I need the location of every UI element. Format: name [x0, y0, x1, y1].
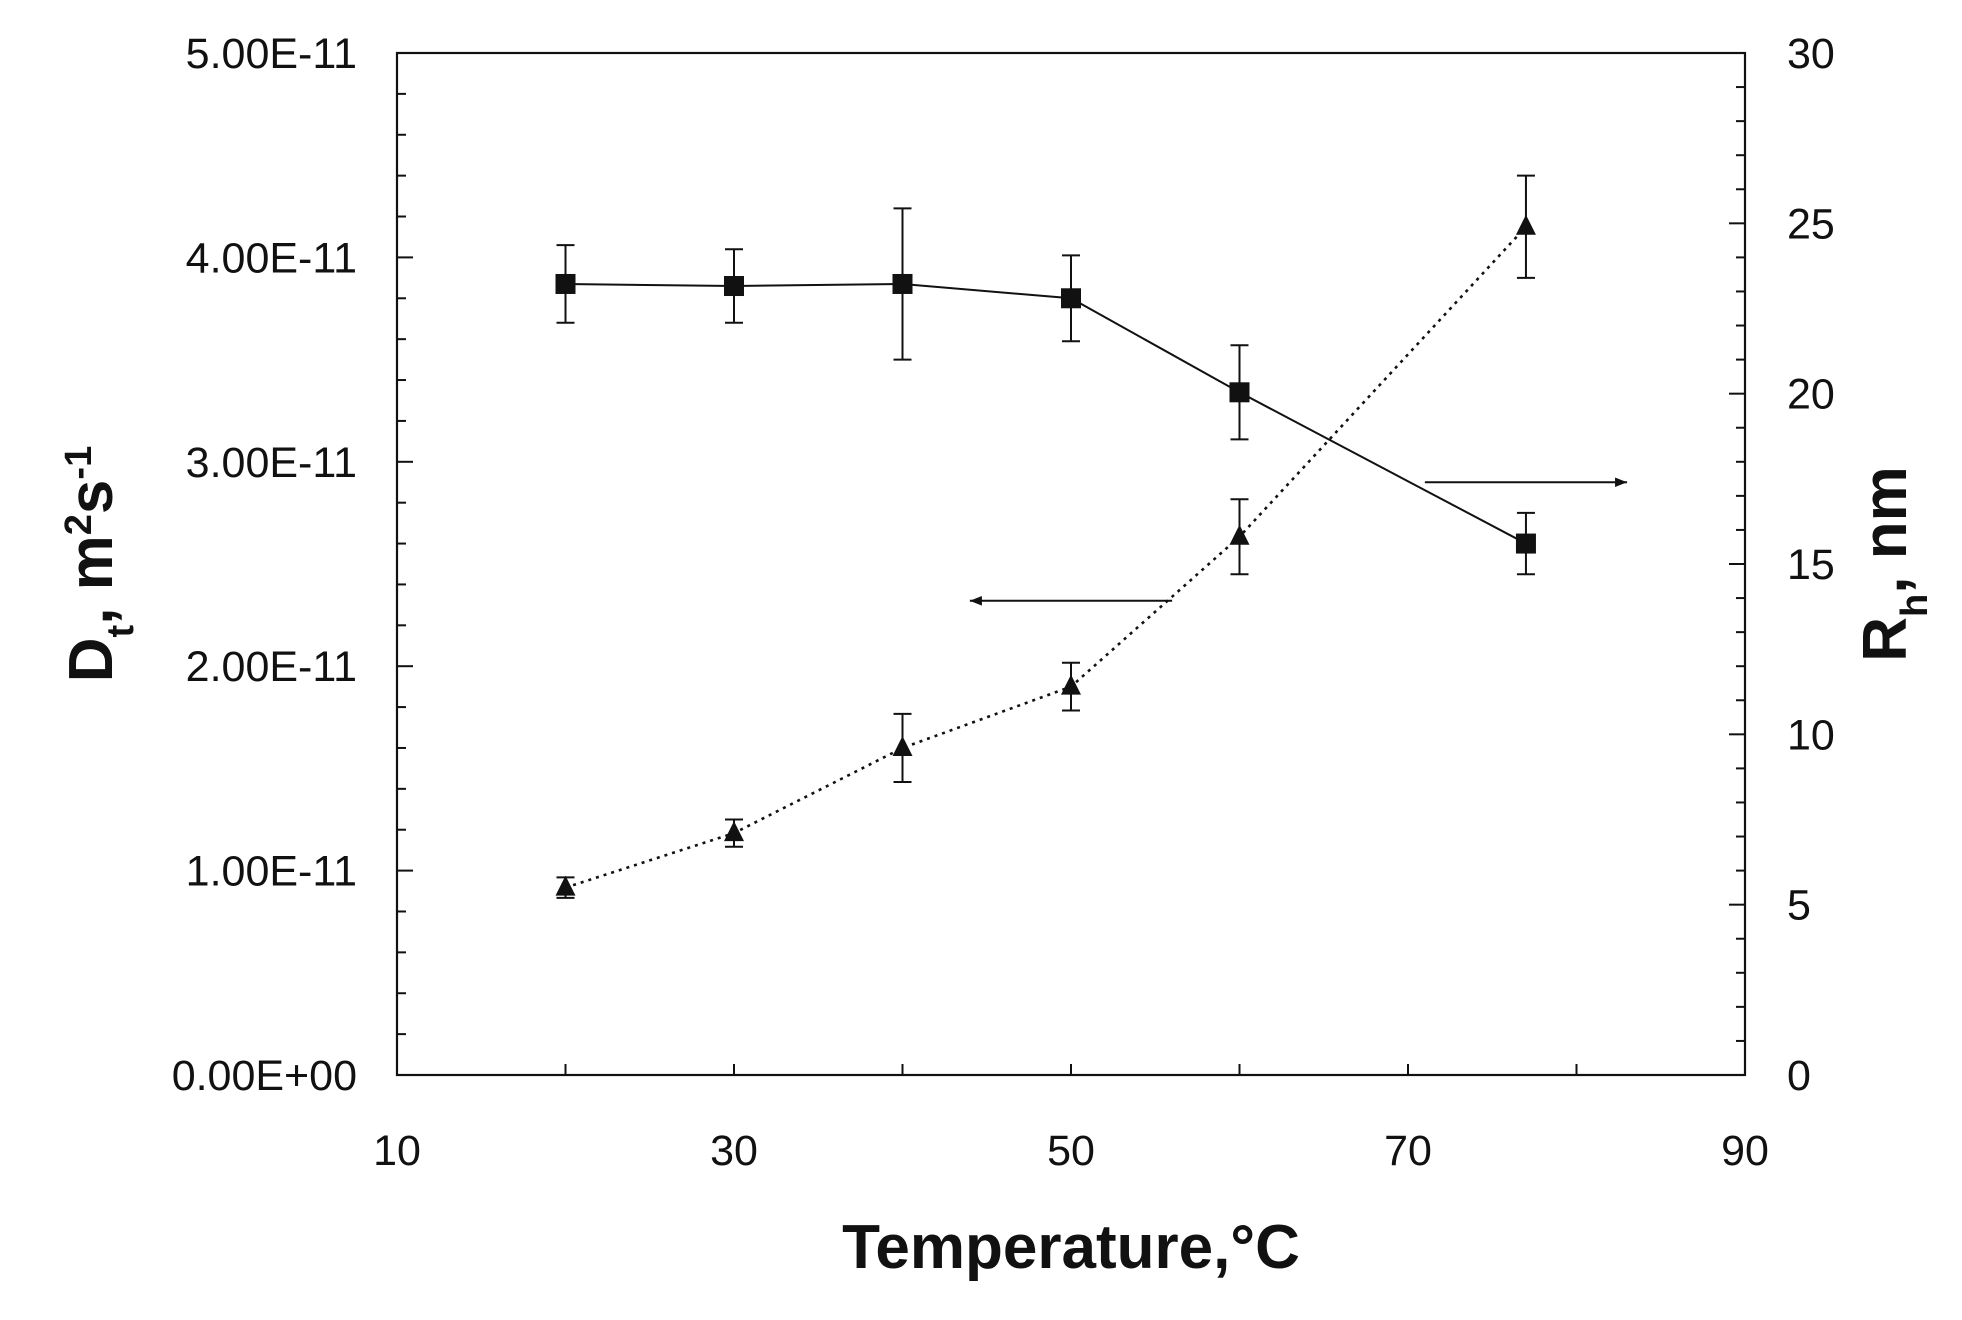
x-tick-label: 30: [710, 1127, 758, 1175]
y-right-tick-label: 15: [1787, 541, 1835, 589]
y-left-title-main: D: [57, 637, 126, 682]
series-line-Dt: [565, 282, 1527, 545]
x-tick-label: 50: [1047, 1127, 1095, 1175]
y-left-tick-label: 1.00E-11: [186, 848, 357, 896]
y-left-tick-label: 5.00E-11: [186, 30, 357, 78]
x-tick-label: 90: [1721, 1127, 1769, 1175]
y-right-title-rest: , nm: [1851, 466, 1920, 593]
y-left-title-rest1: , m: [57, 535, 126, 625]
data-point-Dt: [1515, 533, 1536, 554]
y-left-title-sub: t: [100, 624, 142, 637]
x-axis-ticks: 10 30 50 70 90: [373, 1064, 1769, 1175]
y-right-axis-ticks: 0 5 10 15 20 25 30: [1729, 30, 1835, 1100]
y-right-tick-label: 5: [1787, 882, 1811, 930]
data-point-Rh: [1229, 524, 1250, 545]
data-point-Dt: [1229, 382, 1250, 403]
series-line-Rh: [565, 225, 1527, 889]
data-point-Rh: [724, 821, 744, 842]
y-right-tick-label: 10: [1787, 711, 1835, 759]
x-tick-label: 10: [373, 1127, 421, 1175]
y-right-tick-label: 25: [1787, 200, 1835, 248]
x-tick-label: 70: [1384, 1127, 1432, 1175]
y-left-axis-title: Dt, m2s-1: [57, 446, 142, 682]
y-left-tick-label: 4.00E-11: [186, 234, 357, 282]
x-axis-title: Temperature,°C: [842, 1213, 1300, 1282]
y-left-title-rest2: s: [57, 480, 126, 514]
y-left-tick-label: 0.00E+00: [172, 1052, 357, 1100]
y-right-title-main: R: [1851, 617, 1920, 662]
data-point-Rh: [892, 735, 913, 756]
y-right-tick-label: 20: [1787, 371, 1835, 419]
annotation-arrows: [969, 477, 1628, 606]
data-point-Dt: [724, 276, 744, 297]
y-left-tick-label: 3.00E-11: [186, 439, 357, 487]
y-left-axis-ticks: 0.00E+00 1.00E-11 2.00E-11 3.00E-11 4.00E-11…: [172, 30, 413, 1100]
data-point-Rh: [1515, 214, 1536, 235]
y-right-title-sub: h: [1894, 594, 1936, 617]
series-group: [555, 174, 1536, 899]
y-right-tick-label: 0: [1787, 1052, 1811, 1100]
y-left-title-sup2: -1: [58, 446, 100, 480]
y-right-axis-title: Rh, nm: [1851, 466, 1936, 661]
data-point-Rh: [1061, 674, 1081, 695]
data-point-Dt: [555, 273, 576, 294]
y-left-tick-label: 2.00E-11: [186, 643, 357, 691]
data-point-Dt: [1061, 288, 1081, 309]
y-right-tick-label: 30: [1787, 30, 1835, 78]
y-left-title-sup1: 2: [58, 514, 100, 535]
data-point-Rh: [555, 875, 576, 896]
data-point-Dt: [892, 273, 913, 294]
plot-area-frame: [395, 51, 1747, 1077]
